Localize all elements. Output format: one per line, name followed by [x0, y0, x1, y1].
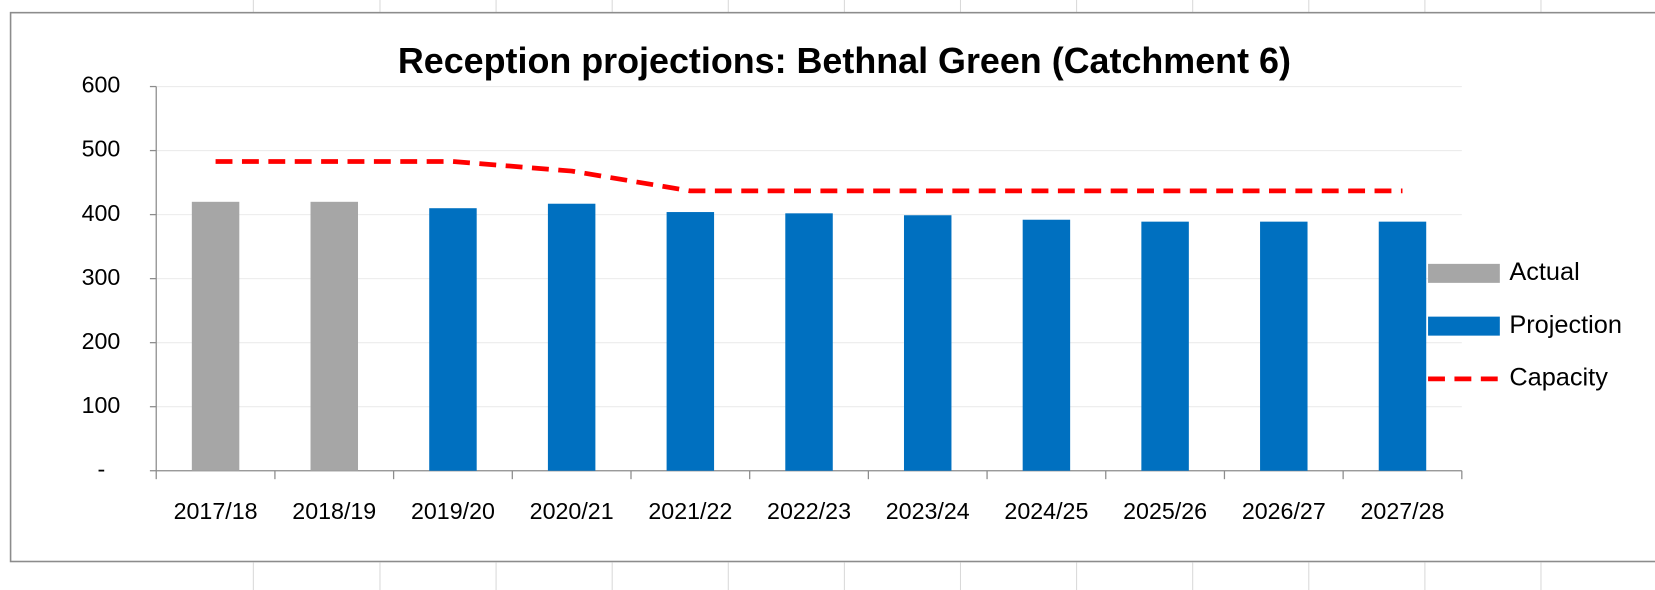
x-tick-label: 2020/21 [530, 498, 614, 524]
bar [1260, 221, 1308, 471]
bar [191, 201, 240, 471]
x-tick-label: 2021/22 [648, 498, 732, 524]
x-tick-label: 2022/23 [767, 498, 851, 524]
x-tick-label: 2027/28 [1361, 498, 1445, 524]
line [215, 159, 1403, 194]
legend-swatch [1428, 263, 1500, 283]
y-tick-label: 100 [82, 392, 121, 418]
bar [666, 212, 715, 471]
legend-label: Capacity [1509, 364, 1608, 392]
x-tick-label: 2023/24 [886, 498, 970, 524]
bar [310, 201, 359, 471]
x-tick-label: 2019/20 [411, 498, 495, 524]
sheet-gridlines [252, 0, 1542, 590]
y-tick-label: 500 [82, 136, 121, 162]
legend-label: Projection [1509, 311, 1622, 339]
bar [429, 208, 477, 471]
legend-label: Actual [1509, 258, 1579, 286]
bar [903, 215, 952, 471]
y-tick-label: 300 [82, 264, 121, 290]
x-tick-label: 2018/19 [292, 498, 376, 524]
bar [547, 203, 596, 471]
bar [785, 213, 833, 471]
x-tick-label: 2026/27 [1242, 498, 1326, 524]
y-tick-label: 400 [82, 200, 121, 226]
bar [1141, 221, 1189, 471]
x-tick-label: 2024/25 [1004, 498, 1088, 524]
legend-swatch [1428, 316, 1500, 336]
y-tick-label: 200 [82, 328, 121, 354]
x-tick-label: 2017/18 [174, 498, 258, 524]
y-tick-label: 600 [82, 72, 121, 98]
y-tick-label: - [97, 456, 105, 482]
bar [1022, 219, 1071, 471]
bar [1378, 221, 1427, 471]
x-tick-label: 2025/26 [1123, 498, 1207, 524]
chart-title: Reception projections: Bethnal Green (Ca… [398, 41, 1291, 81]
